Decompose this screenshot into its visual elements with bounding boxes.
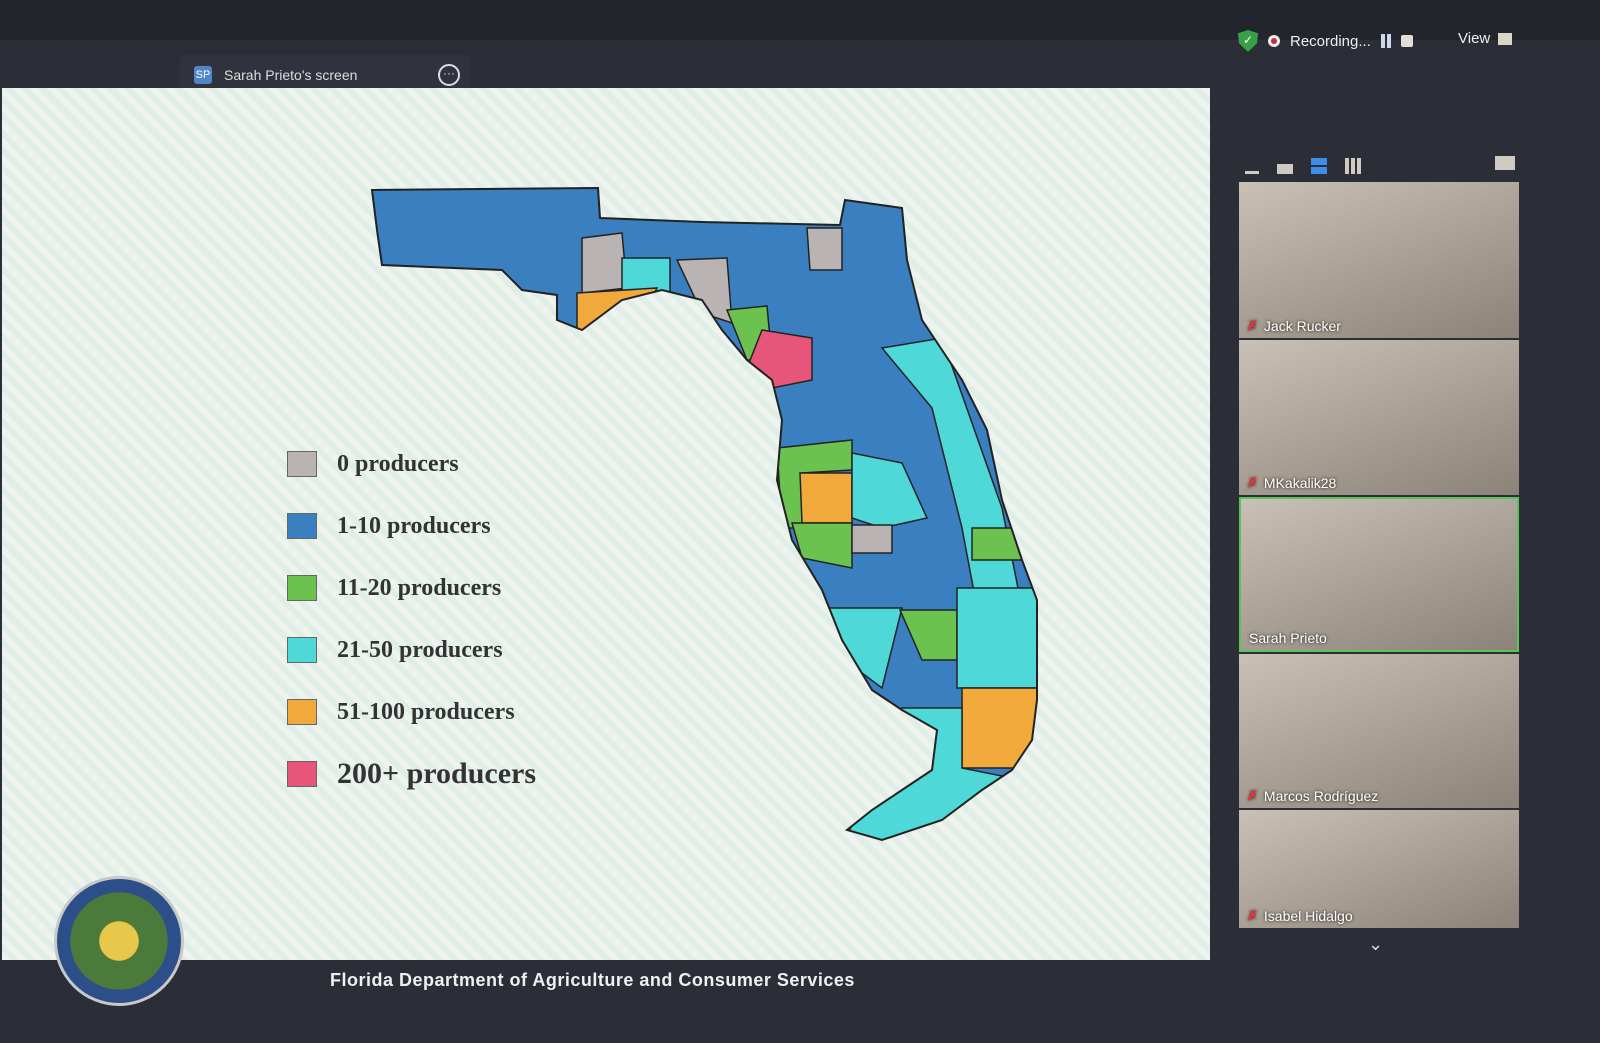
legend-label: 1-10 producers xyxy=(337,512,491,539)
recording-icon xyxy=(1268,35,1280,47)
participant-name: Jack Rucker xyxy=(1263,318,1341,334)
participant-name: Sarah Prieto xyxy=(1249,630,1327,646)
participant-name: Marcos Rodríguez xyxy=(1263,788,1379,804)
top-bar xyxy=(0,0,1600,40)
legend-swatch xyxy=(287,575,317,601)
participant-tile[interactable]: ✗ MKakalik28 xyxy=(1239,340,1519,495)
region-0 xyxy=(581,232,628,294)
participant-name-tag: ✗ Marcos Rodríguez xyxy=(1247,788,1378,804)
participant-name: MKakalik28 xyxy=(1263,475,1337,491)
participant-name-tag: Sarah Prieto xyxy=(1249,630,1327,646)
slide-footer: Florida Department of Agriculture and Co… xyxy=(330,970,855,990)
region-21-50 xyxy=(956,587,1037,689)
legend-label: 0 producers xyxy=(337,450,459,477)
strip-view-icon[interactable] xyxy=(1311,158,1327,174)
muted-mic-icon: ✗ xyxy=(1247,318,1258,333)
shared-slide: 0 producers 1-10 producers 11-20 producers… xyxy=(2,88,1210,960)
legend-label: 51-100 producers xyxy=(337,698,515,725)
participant-name-tag: ✗ MKakalik28 xyxy=(1247,475,1336,491)
legend-swatch xyxy=(287,451,317,477)
region-21-50 xyxy=(621,257,671,294)
single-view-icon[interactable] xyxy=(1277,164,1293,174)
map-legend: 0 producers 1-10 producers 11-20 producers… xyxy=(287,433,536,805)
view-button[interactable]: View xyxy=(1458,30,1513,47)
layout-switcher xyxy=(1245,158,1361,174)
more-options-icon[interactable]: ··· xyxy=(438,64,460,86)
legend-item: 51-100 producers xyxy=(287,681,536,743)
region-21-50 xyxy=(851,452,929,529)
participant-name-tag: ✗ Isabel Hidalgo xyxy=(1247,908,1353,924)
legend-swatch xyxy=(287,513,317,539)
share-label: Sarah Prieto's screen xyxy=(224,67,358,83)
florida-map xyxy=(370,186,1038,842)
legend-item: 1-10 producers xyxy=(287,495,536,557)
legend-label: 200+ producers xyxy=(337,757,537,790)
muted-mic-icon: ✗ xyxy=(1247,475,1258,490)
region-51-100 xyxy=(799,472,853,524)
recording-bar: ✓ Recording... xyxy=(1238,30,1413,52)
view-grid-icon xyxy=(1498,32,1513,45)
participant-tile[interactable]: Sarah Prieto xyxy=(1239,497,1519,652)
legend-item: 200+ producers xyxy=(287,743,536,805)
gallery-view-icon[interactable] xyxy=(1345,158,1361,174)
legend-item: 0 producers xyxy=(287,433,536,495)
participant-tile[interactable]: ✗ Isabel Hidalgo xyxy=(1239,810,1519,928)
participant-tile[interactable]: ✗ Jack Rucker xyxy=(1239,182,1519,338)
legend-item: 11-20 producers xyxy=(287,557,536,619)
security-shield-icon[interactable]: ✓ xyxy=(1238,30,1258,52)
popout-icon[interactable] xyxy=(1495,156,1515,170)
region-51-100 xyxy=(961,687,1037,769)
legend-item: 21-50 producers xyxy=(287,619,536,681)
legend-swatch xyxy=(287,761,317,787)
region-11-20 xyxy=(791,522,853,569)
legend-swatch xyxy=(287,637,317,663)
muted-mic-icon: ✗ xyxy=(1247,788,1258,803)
legend-swatch xyxy=(287,699,317,725)
chevron-down-icon[interactable]: ⌄ xyxy=(1368,934,1384,954)
region-51-100 xyxy=(576,287,659,340)
region-11-20 xyxy=(971,527,1023,561)
muted-mic-icon: ✗ xyxy=(1247,908,1258,923)
stop-recording-icon[interactable] xyxy=(1400,35,1413,47)
participant-name: Isabel Hidalgo xyxy=(1263,908,1353,924)
minimize-icon[interactable] xyxy=(1245,171,1259,174)
recording-label: Recording... xyxy=(1290,32,1371,50)
region-0 xyxy=(851,524,893,554)
view-label: View xyxy=(1458,30,1491,47)
legend-label: 11-20 producers xyxy=(337,574,502,601)
participant-tile[interactable]: ✗ Marcos Rodríguez xyxy=(1239,654,1519,808)
region-0 xyxy=(806,227,843,271)
fdacs-seal-logo xyxy=(54,876,184,1006)
legend-label: 21-50 producers xyxy=(337,636,503,663)
pause-recording-icon[interactable] xyxy=(1380,34,1391,48)
participant-name-tag: ✗ Jack Rucker xyxy=(1247,318,1341,334)
sharer-avatar: SP xyxy=(194,66,212,84)
